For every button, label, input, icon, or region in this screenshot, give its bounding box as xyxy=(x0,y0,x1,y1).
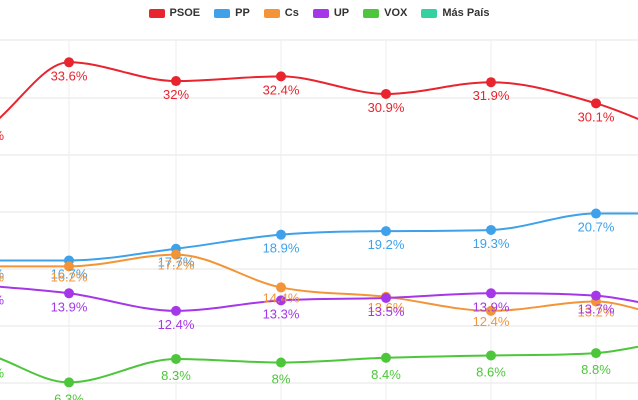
data-label-up: % xyxy=(0,292,4,307)
data-point-psoe[interactable] xyxy=(276,71,286,82)
data-label-cs: 14.4% xyxy=(263,290,300,305)
legend-label: VOX xyxy=(384,7,408,19)
data-point-pp[interactable] xyxy=(381,226,391,237)
data-point-vox[interactable] xyxy=(591,348,601,359)
data-label-vox: 8% xyxy=(272,371,291,386)
data-point-vox[interactable] xyxy=(171,353,181,364)
data-point-up[interactable] xyxy=(171,305,181,316)
data-point-cs[interactable] xyxy=(171,249,181,260)
series-line-vox xyxy=(0,345,638,384)
data-label-cs: % xyxy=(0,269,4,284)
data-label-psoe: 30.9% xyxy=(368,100,405,115)
data-point-cs[interactable] xyxy=(64,261,74,272)
data-label-pp: 19.2% xyxy=(368,237,405,252)
legend-item-vox[interactable]: VOX xyxy=(363,7,407,19)
data-label-pp: 19.3% xyxy=(473,236,510,251)
legend-swatch xyxy=(312,8,329,18)
data-point-up[interactable] xyxy=(486,288,496,299)
legend-label: Cs xyxy=(284,7,299,19)
data-label-psoe: 32% xyxy=(163,87,189,102)
series-line-psoe xyxy=(0,61,638,120)
data-point-up[interactable] xyxy=(381,292,391,303)
data-label-vox: % xyxy=(0,366,4,381)
series-line-cs xyxy=(0,253,638,312)
legend-swatch xyxy=(214,8,231,18)
data-point-psoe[interactable] xyxy=(381,88,391,99)
legend-item-psoe[interactable]: PSOE xyxy=(148,7,201,19)
data-label-pp: 17.7% xyxy=(158,255,195,270)
data-label-up: 13.7% xyxy=(578,302,615,317)
data-point-up[interactable] xyxy=(276,295,286,306)
data-label-up: 12.4% xyxy=(158,317,195,332)
data-label-cs: 17.2% xyxy=(158,258,195,273)
data-label-psoe: 32.4% xyxy=(263,82,300,97)
data-point-vox[interactable] xyxy=(486,350,496,361)
legend-item-mas-pais[interactable]: Más País xyxy=(421,7,489,19)
data-point-pp[interactable] xyxy=(276,229,286,240)
legend-item-up[interactable]: UP xyxy=(312,7,350,19)
data-label-psoe: % xyxy=(0,128,4,143)
series-line-up xyxy=(0,285,638,312)
data-label-psoe: 33.6% xyxy=(51,68,88,83)
data-point-vox[interactable] xyxy=(276,357,286,368)
data-point-pp[interactable] xyxy=(591,208,601,219)
data-label-vox: 8.8% xyxy=(581,362,611,377)
data-label-pp: 20.7% xyxy=(578,220,615,235)
data-point-psoe[interactable] xyxy=(591,98,601,109)
data-label-psoe: 31.9% xyxy=(473,88,510,103)
data-label-up: 13.5% xyxy=(368,304,405,319)
data-label-vox: 8.4% xyxy=(371,367,401,382)
legend-swatch xyxy=(363,8,380,18)
legend-label: UP xyxy=(333,7,350,19)
data-label-vox: 8.6% xyxy=(476,364,506,379)
data-label-up: 13.9% xyxy=(51,299,88,314)
data-label-vox: 6.3% xyxy=(54,391,84,400)
data-point-psoe[interactable] xyxy=(486,77,496,88)
legend-item-cs[interactable]: Cs xyxy=(263,7,299,19)
legend-label: PSOE xyxy=(169,7,201,19)
data-point-pp[interactable] xyxy=(486,224,496,235)
data-point-psoe[interactable] xyxy=(64,57,74,68)
data-point-up[interactable] xyxy=(591,290,601,301)
legend: PSOE PP Cs UP VOX Más País xyxy=(0,4,638,22)
data-point-psoe[interactable] xyxy=(171,76,181,87)
data-label-cs: 12.4% xyxy=(473,314,510,329)
legend-swatch xyxy=(263,8,280,18)
legend-swatch xyxy=(421,8,438,18)
data-label-cs: 16.2% xyxy=(51,269,88,284)
data-point-vox[interactable] xyxy=(381,352,391,363)
data-label-pp: 16.7% xyxy=(51,266,88,281)
data-label-up: 13.9% xyxy=(473,299,510,314)
legend-item-pp[interactable]: PP xyxy=(214,7,250,19)
data-point-cs[interactable] xyxy=(486,305,496,316)
legend-label: PP xyxy=(235,7,250,19)
data-point-vox[interactable] xyxy=(64,377,74,388)
legend-label: Más País xyxy=(442,7,490,19)
data-label-pp: % xyxy=(0,266,4,281)
series-line-pp xyxy=(0,212,638,262)
data-label-psoe: 30.1% xyxy=(578,109,615,124)
data-label-cs: 13.6% xyxy=(368,300,405,315)
data-point-up[interactable] xyxy=(64,288,74,299)
data-label-vox: 8.3% xyxy=(161,368,191,383)
data-label-cs: 13.2% xyxy=(578,304,615,319)
data-label-up: 13.3% xyxy=(263,306,300,321)
legend-swatch xyxy=(148,8,165,18)
data-point-cs[interactable] xyxy=(276,282,286,293)
data-label-pp: 18.9% xyxy=(263,241,300,256)
